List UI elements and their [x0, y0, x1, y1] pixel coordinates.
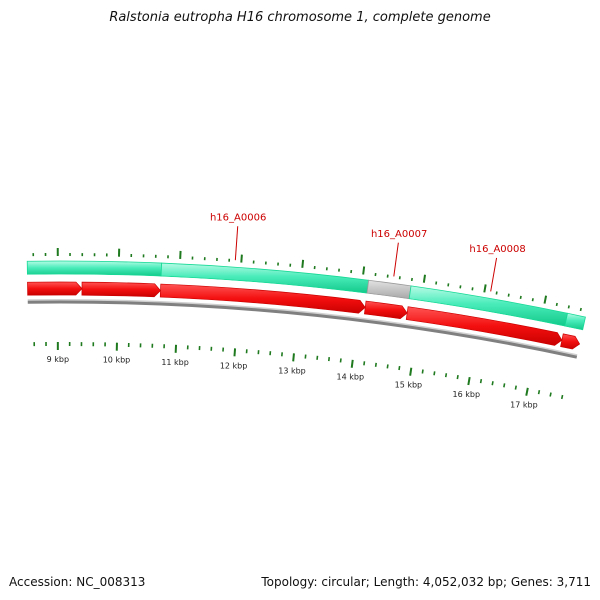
minor-tick [531, 298, 534, 302]
map-title: Ralstonia eutropha H16 chromosome 1, com… [109, 10, 491, 25]
scale-label: 12 kbp [220, 361, 248, 370]
scale-minor-tick [363, 361, 366, 366]
scale-major-tick [467, 376, 471, 386]
scale-label: 10 kbp [103, 356, 131, 365]
gene-track-inner [27, 281, 581, 350]
scale-label: 14 kbp [337, 373, 365, 382]
gene-label-leader [234, 226, 239, 261]
scale-minor-tick [374, 362, 377, 367]
minor-tick [579, 307, 582, 312]
minor-tick [495, 291, 498, 295]
scale-label: 11 kbp [161, 358, 189, 367]
scale-minor-tick [491, 381, 494, 386]
major-tick [483, 284, 487, 293]
gene-arrow [560, 333, 581, 350]
scale-minor-tick [479, 379, 483, 384]
major-tick [240, 254, 243, 263]
scale-minor-tick [456, 374, 459, 380]
scale-label: 15 kbp [395, 381, 423, 390]
scale-minor-tick [386, 364, 389, 369]
scale-minor-tick [549, 392, 552, 397]
gene-label-leader [490, 257, 498, 292]
backbone-line [27, 300, 578, 359]
chromosome-backbone [27, 299, 578, 359]
track-gap-segment [366, 279, 412, 300]
scale-major-tick [350, 359, 354, 368]
minor-tick [567, 305, 570, 309]
scale-ruler: 9 kbp 10 kbp 11 kbp 12 kbp 13 kbp 14 kbp 15 kb… [33, 341, 564, 410]
scale-minor-tick [421, 369, 424, 374]
minor-tick [555, 302, 558, 307]
cds-segment [26, 260, 163, 277]
gene-arrow [405, 306, 563, 346]
gene-arrow [27, 281, 83, 296]
gene-label-leader [393, 242, 399, 277]
minor-tick [519, 295, 522, 300]
scale-minor-tick [398, 365, 401, 371]
gene-label: h16_A0007 [371, 229, 427, 240]
scale-minor-tick [503, 383, 506, 388]
major-tick [301, 259, 305, 268]
scale-minor-tick [444, 373, 448, 378]
backbone-highlight [27, 299, 578, 357]
gene-arrow [81, 281, 161, 298]
gene-arrow [159, 283, 366, 314]
scale-label: 9 kbp [47, 355, 69, 364]
scale-label: 17 kbp [510, 401, 538, 410]
gene-track-outer [26, 260, 586, 332]
minor-tick [471, 287, 474, 291]
genome-stats-text: Topology: circular; Length: 4,052,032 bp… [261, 575, 591, 589]
upper-tick-marks [32, 247, 582, 312]
scale-major-tick [525, 387, 529, 396]
major-tick [362, 266, 366, 275]
scale-major-tick [292, 353, 295, 362]
minor-tick [507, 293, 510, 297]
scale-minor-tick [560, 394, 564, 400]
scale-label: 16 kbp [453, 390, 481, 399]
gene-label: h16_A0006 [210, 212, 266, 223]
scale-minor-tick [514, 385, 517, 390]
track-separator [27, 274, 583, 332]
major-tick [422, 274, 427, 283]
scale-minor-tick [537, 390, 541, 395]
scale-major-tick [409, 367, 413, 376]
scale-label: 13 kbp [278, 366, 306, 375]
major-tick [543, 295, 548, 304]
gene-label: h16_A0008 [469, 244, 525, 255]
cds-segment [564, 312, 586, 331]
scale-minor-tick [433, 371, 436, 376]
accession-text: Accession: NC_008313 [9, 575, 146, 589]
gene-arrow [364, 300, 408, 320]
scale-major-tick [233, 348, 237, 357]
